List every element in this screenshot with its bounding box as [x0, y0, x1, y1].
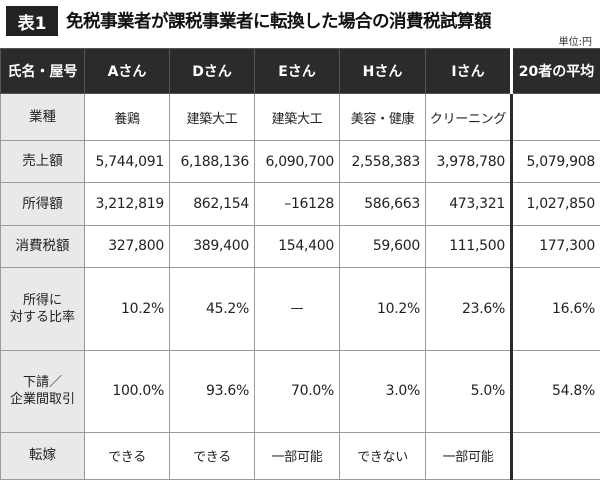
table-cell: できる — [169, 431, 255, 480]
table-cell: 養鶏 — [84, 92, 170, 142]
ratio-to-income-row: 所得に 対する比率 10.2% 45.2% —10.2% 23.6% 16.6% — [0, 267, 600, 351]
table-cell: 154,400 — [254, 224, 340, 269]
table-cell: 586,663 — [339, 182, 426, 226]
tax-estimate-table: 氏名・屋号 Aさん Dさん Eさん Hさん Iさん 20者の平均 業種 養鶏 建築大… — [0, 48, 600, 480]
table-cell: 70.0% — [254, 349, 340, 433]
column-header: Iさん — [425, 48, 512, 94]
subcontract-row: 下請／ 企業間取引 100.0% 93.6% 70.0% 3.0% 5.0% 54.8% — [0, 349, 600, 433]
table-cell: –16128 — [254, 182, 340, 226]
table-cell — [510, 92, 600, 142]
table-cell: 建築大工 — [254, 92, 340, 142]
row-header-text: 下請／ — [22, 375, 62, 391]
income-row: 所得額 3,212,819 862,154 –16128 586,663 473,321 1… — [0, 182, 600, 226]
row-header: 所得に 対する比率 — [0, 267, 85, 351]
table-cell: 5,079,908 — [510, 140, 600, 184]
table-cell: 100.0% — [84, 349, 170, 433]
table-cell: 389,400 — [169, 224, 255, 269]
table-title: 免税事業者が課税事業者に転換した場合の消費税試算額 — [66, 12, 492, 32]
table-cell: 2,558,383 — [339, 140, 426, 184]
table-cell: 1,027,850 — [510, 182, 600, 226]
row-header: 下請／ 企業間取引 — [0, 349, 85, 433]
row-header-text: 所得に — [22, 292, 62, 308]
table-cell: 3,978,780 — [425, 140, 512, 184]
row-header: 所得額 — [0, 182, 85, 226]
table-header: 表1 免税事業者が課税事業者に転換した場合の消費税試算額 単位:円 — [0, 0, 600, 48]
row-header-text: 業種 — [29, 108, 56, 125]
table-cell: 3,212,819 — [84, 182, 170, 226]
row-header-text: 売上額 — [22, 153, 63, 170]
table-cell: 16.6% — [510, 267, 600, 351]
row-header-text: 企業間取引 — [9, 392, 75, 408]
column-header-row: 氏名・屋号 Aさん Dさん Eさん Hさん Iさん 20者の平均 — [0, 48, 600, 94]
industry-row: 業種 養鶏 建築大工 建築大工 美容・健康 クリーニング — [0, 92, 600, 142]
table-cell: — — [254, 267, 340, 351]
row-header: 業種 — [0, 92, 85, 142]
table-cell: 45.2% — [169, 267, 255, 351]
table-cell: 3.0% — [339, 349, 426, 433]
unit-label: 単位:円 — [558, 37, 592, 48]
column-header-average: 20者の平均 — [510, 48, 600, 94]
column-header: Dさん — [169, 48, 255, 94]
row-header-text: 消費税額 — [15, 237, 70, 254]
table-cell: 59,600 — [339, 224, 426, 269]
table-body: 業種 養鶏 建築大工 建築大工 美容・健康 クリーニング 売上額 5,744,091 6,188… — [0, 92, 600, 480]
sales-row: 売上額 5,744,091 6,188,136 6,090,700 2,558,383 3… — [0, 140, 600, 184]
table-cell: 862,154 — [169, 182, 255, 226]
column-header: Aさん — [84, 48, 170, 94]
table-cell: 111,500 — [425, 224, 512, 269]
table-cell: 327,800 — [84, 224, 170, 269]
table-cell: 10.2% — [339, 267, 426, 351]
table-number-badge: 表1 — [6, 6, 58, 36]
table-cell: 6,188,136 — [169, 140, 255, 184]
row-header-text: 所得額 — [22, 195, 63, 212]
table-cell: できない — [339, 431, 426, 480]
table-cell: 建築大工 — [169, 92, 255, 142]
pass-on-row: 転嫁 できる できる 一部可能 できない 一部可能 — [0, 431, 600, 480]
table-cell: 177,300 — [510, 224, 600, 269]
table-cell: 54.8% — [510, 349, 600, 433]
row-header: 転嫁 — [0, 431, 85, 480]
row-header: 消費税額 — [0, 224, 85, 269]
table-cell: クリーニング — [425, 92, 512, 142]
table-cell: 5,744,091 — [84, 140, 170, 184]
table-cell: 93.6% — [169, 349, 255, 433]
table-cell: 5.0% — [425, 349, 512, 433]
table-cell: 473,321 — [425, 182, 512, 226]
column-header: Hさん — [339, 48, 426, 94]
column-header: Eさん — [254, 48, 340, 94]
table-cell — [510, 431, 600, 480]
table-cell: 23.6% — [425, 267, 512, 351]
table-cell: 一部可能 — [254, 431, 340, 480]
row-header-text: 対する比率 — [9, 309, 75, 325]
table-cell: 10.2% — [84, 267, 170, 351]
table-cell: 一部可能 — [425, 431, 512, 480]
table-cell: できる — [84, 431, 170, 480]
table-cell: 美容・健康 — [339, 92, 426, 142]
table-cell: 6,090,700 — [254, 140, 340, 184]
row-header-text: 転嫁 — [29, 447, 56, 464]
column-header: 氏名・屋号 — [0, 48, 85, 94]
consumption-tax-row: 消費税額 327,800 389,400 154,400 59,600 111,500 17… — [0, 224, 600, 269]
row-header: 売上額 — [0, 140, 85, 184]
